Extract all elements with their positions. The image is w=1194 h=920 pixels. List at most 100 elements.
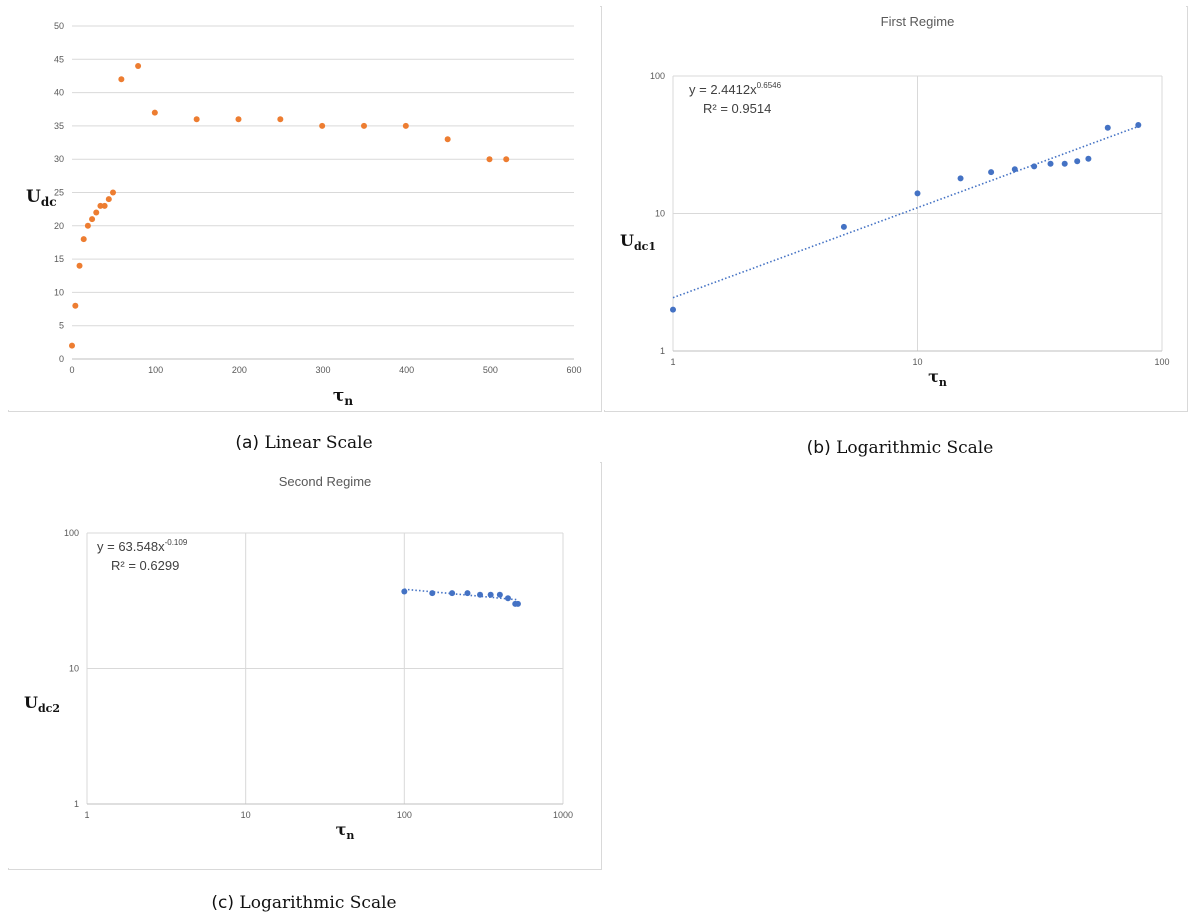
data-point [914,190,921,197]
data-point [1135,122,1142,129]
chart-c-second-regime: Second Regime 1 10 100 1 10 100 1000 τn Udc2 y = 6… [8,462,600,868]
x-tick-label: 200 [232,365,247,375]
caption-b: (b) Logarithmic Scale [604,438,1194,458]
y-axis-label: Udc [26,187,57,209]
data-point [957,175,964,182]
y-tick-label: 30 [54,154,64,164]
x-tick-label: 400 [399,365,414,375]
x-tick-label: 0 [69,365,74,375]
data-point [1047,160,1054,167]
x-axis-label: τn [333,386,353,408]
data-point [105,196,112,203]
trendline-equation: y = 63.548x-0.109 [97,538,188,554]
x-tick-label: 10 [241,810,251,820]
data-point [401,588,408,595]
y-tick-label: 45 [54,54,64,64]
data-point [1011,166,1018,173]
x-tick-label: 100 [397,810,412,820]
x-tick-label: 500 [483,365,498,375]
data-point [514,600,521,607]
y-tick-label: 100 [64,528,79,538]
data-point [84,222,91,229]
y-tick-label: 25 [54,188,64,198]
caption-a-text: Linear Scale [264,433,373,453]
x-tick-label: 300 [315,365,330,375]
y-tick-label: 20 [54,221,64,231]
x-tick-label: 1 [84,810,89,820]
x-tick-label: 1 [670,357,675,367]
data-point [444,136,451,143]
x-tick-label: 1000 [553,810,573,820]
x-axis-label: τn [928,367,947,389]
data-point [89,216,96,223]
y-tick-label: 50 [54,21,64,31]
chart-title: Second Regime [279,474,372,489]
data-point [477,591,484,598]
y-tick-label: 10 [69,664,79,674]
data-point [319,122,326,129]
data-point [277,116,284,123]
data-point [80,236,87,243]
data-point [402,122,409,129]
y-tick-label: 1 [660,346,665,356]
x-tick-label: 100 [148,365,163,375]
data-point [1104,124,1111,131]
data-point [464,590,471,597]
x-tick-label: 600 [566,365,581,375]
x-axis-label: τn [336,820,355,842]
data-point [504,595,511,602]
data-point [109,189,116,196]
y-tick-label: 10 [54,287,64,297]
trendline-r2: R² = 0.9514 [703,101,771,116]
data-point [449,590,456,597]
data-point [988,169,995,176]
data-point [1031,163,1038,170]
chart-title: First Regime [881,14,955,29]
caption-c: (c) Logarithmic Scale [8,893,600,913]
y-tick-label: 15 [54,254,64,264]
data-point [193,116,200,123]
chart-b-first-regime: First Regime 1 10 100 1 10 100 τn Udc1 y = 2.4412… [604,6,1186,410]
y-axis-label: Udc2 [24,693,60,715]
caption-b-text: Logarithmic Scale [836,438,994,458]
data-point [670,306,676,313]
data-point [97,202,104,209]
data-point [1074,158,1081,165]
data-point [69,342,75,349]
data-point [1085,155,1092,162]
y-tick-label: 35 [54,121,64,131]
data-point [118,76,125,83]
y-tick-label: 5 [59,321,64,331]
caption-c-text: Logarithmic Scale [239,893,397,913]
data-point [486,156,493,163]
caption-c-tag: (c) [211,893,235,913]
x-tick-label: 10 [912,357,922,367]
trendline [404,588,518,601]
y-tick-label: 10 [655,209,665,219]
trendline-r2: R² = 0.6299 [111,558,179,573]
data-point [1061,160,1068,167]
caption-a: (a) Linear Scale [8,433,600,453]
data-point [496,591,503,598]
trendline [672,125,1139,299]
data-point [151,109,158,116]
data-point [235,116,242,123]
data-point [503,156,510,163]
y-tick-label: 100 [650,71,665,81]
data-point [93,209,100,216]
data-point [101,202,108,209]
data-point [840,223,847,230]
data-point [487,591,494,598]
data-point [135,62,142,69]
trendline-equation: y = 2.4412x0.6546 [689,81,782,97]
data-point [76,262,83,269]
data-point [429,590,436,597]
x-tick-label: 100 [1154,357,1169,367]
y-tick-label: 40 [54,88,64,98]
caption-a-tag: (a) [235,433,260,453]
y-axis-label: Udc1 [620,231,656,253]
data-point [72,302,79,309]
y-tick-label: 0 [59,354,64,364]
data-point [360,122,367,129]
caption-b-tag: (b) [806,438,831,458]
